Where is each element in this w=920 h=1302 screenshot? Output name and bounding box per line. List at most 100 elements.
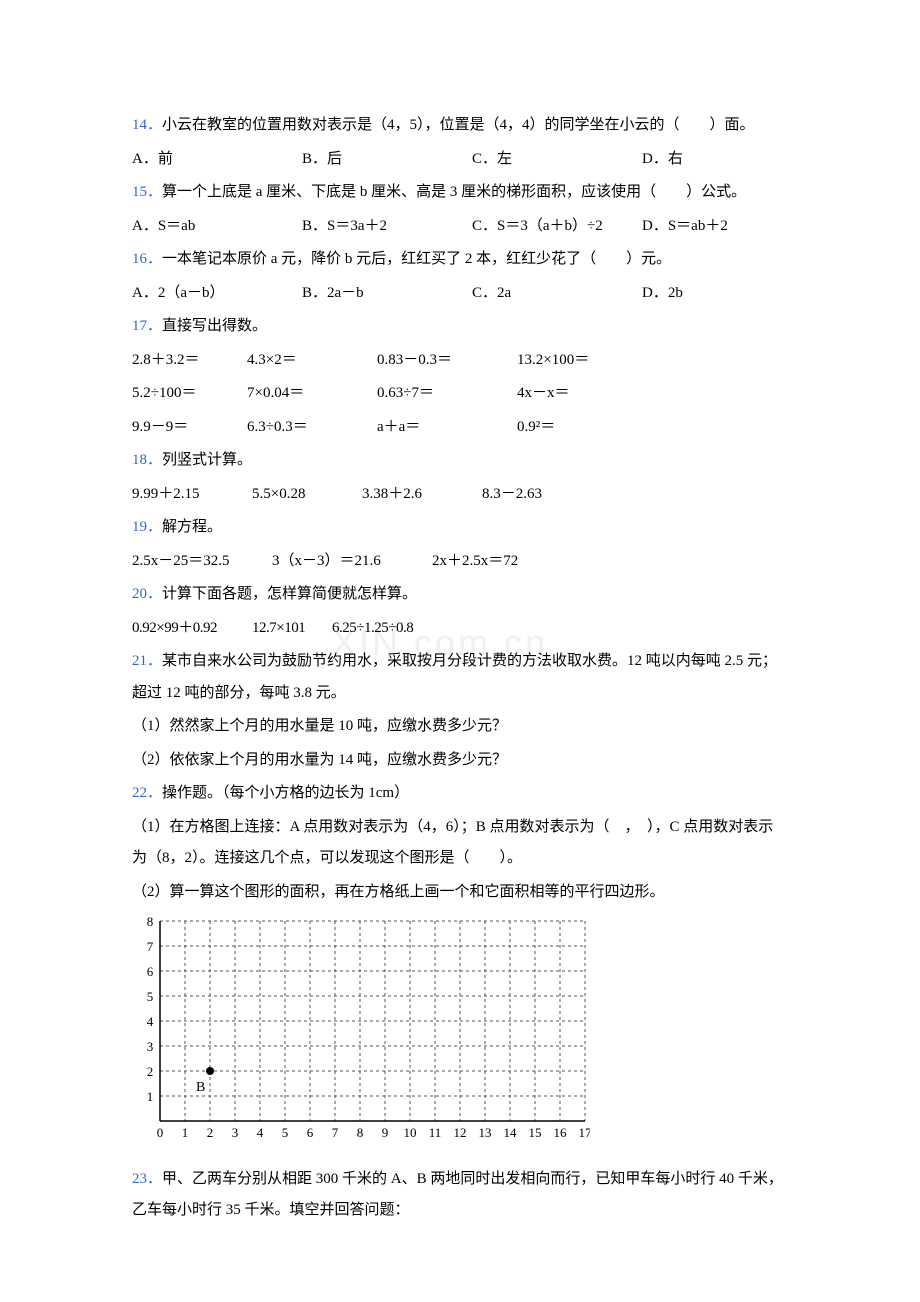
svg-text:7: 7 — [147, 939, 154, 954]
question-22: 22．操作题。（每个小方格的边长为 1cm） — [132, 778, 788, 810]
question-19: 19．解方程。 — [132, 512, 788, 544]
svg-text:6: 6 — [307, 1125, 314, 1140]
q15-opt-b: B．S＝3a＋2 — [302, 211, 472, 243]
calc-item: 2x＋2.5x＝72 — [432, 546, 582, 578]
svg-text:14: 14 — [504, 1125, 518, 1140]
q20-calc-row: 0.92×99＋0.9212.7×1016.25÷1.25÷0.8 — [132, 613, 788, 645]
q14-number: 14． — [132, 117, 162, 133]
q19-text: 解方程。 — [162, 519, 222, 535]
q14-text: 小云在教室的位置用数对表示是（4，5），位置是（4，4）的同学坐在小云的（ ）面… — [162, 117, 755, 133]
q14-options: A．前 B．后 C．左 D．右 — [132, 144, 788, 176]
svg-text:13: 13 — [479, 1125, 492, 1140]
q21-number: 21． — [132, 653, 162, 669]
svg-text:16: 16 — [554, 1125, 568, 1140]
question-20: 20．计算下面各题，怎样算简便就怎样算。 — [132, 579, 788, 611]
svg-text:5: 5 — [147, 989, 154, 1004]
q15-text: 算一个上底是 a 厘米、下底是 b 厘米、高是 3 厘米的梯形面积，应该使用（ … — [162, 184, 746, 200]
q16-opt-d: D．2b — [642, 278, 683, 310]
grid-svg: 0123456789101112131415161712345678B — [132, 916, 590, 1143]
question-17: 17．直接写出得数。 — [132, 311, 788, 343]
svg-text:4: 4 — [257, 1125, 264, 1140]
calc-item: 8.3－2.63 — [482, 479, 592, 511]
q22-text: 操作题。（每个小方格的边长为 1cm） — [162, 785, 409, 801]
q17-number: 17． — [132, 318, 162, 334]
svg-text:15: 15 — [529, 1125, 542, 1140]
question-23: 23．甲、乙两车分别从相距 300 千米的 A、B 两地同时出发相向而行，已知甲… — [132, 1164, 788, 1227]
calc-item: a＋a＝ — [377, 412, 517, 444]
q19-calc-row: 2.5x－25＝32.53（x－3）＝21.62x＋2.5x＝72 — [132, 546, 788, 578]
calc-item: 9.99＋2.15 — [132, 479, 252, 511]
calc-item: 6.3÷0.3＝ — [247, 412, 377, 444]
svg-text:12: 12 — [454, 1125, 467, 1140]
question-15: 15．算一个上底是 a 厘米、下底是 b 厘米、高是 3 厘米的梯形面积，应该使… — [132, 177, 788, 209]
q22-sub1: （1）在方格图上连接：A 点用数对表示为（4，6）；B 点用数对表示为（ ， ）… — [132, 812, 788, 875]
svg-text:17: 17 — [579, 1125, 591, 1140]
q21-text: 某市自来水公司为鼓励节约用水，采取按月分段计费的方法收取水费。12 吨以内每吨 … — [132, 653, 777, 701]
svg-text:6: 6 — [147, 964, 154, 979]
q16-options: A．2（a－b） B．2a－b C．2a D．2b — [132, 278, 788, 310]
svg-text:7: 7 — [332, 1125, 339, 1140]
q19-number: 19． — [132, 519, 162, 535]
q17-calc-rows: 2.8＋3.2＝4.3×2＝0.83－0.3＝13.2×100＝5.2÷100＝… — [132, 345, 788, 444]
q16-number: 16． — [132, 251, 162, 267]
q14-opt-a: A．前 — [132, 144, 302, 176]
calc-item: 3.38＋2.6 — [362, 479, 482, 511]
q22-sub2: （2）算一算这个图形的面积，再在方格纸上画一个和它面积相等的平行四边形。 — [132, 877, 788, 909]
q21-sub1: （1）然然家上个月的用水量是 10 吨，应缴水费多少元？ — [132, 711, 788, 743]
svg-text:3: 3 — [147, 1039, 154, 1054]
calc-item: 0.92×99＋0.92 — [132, 613, 252, 645]
q18-calc-row: 9.99＋2.155.5×0.283.38＋2.68.3－2.63 — [132, 479, 788, 511]
calc-item: 4x－x＝ — [517, 378, 657, 410]
q16-opt-b: B．2a－b — [302, 278, 472, 310]
calc-item: 2.8＋3.2＝ — [132, 345, 247, 377]
calc-item: 0.63÷7＝ — [377, 378, 517, 410]
q22-grid: 0123456789101112131415161712345678B — [132, 916, 788, 1156]
svg-text:0: 0 — [157, 1125, 164, 1140]
svg-text:2: 2 — [207, 1125, 214, 1140]
svg-text:2: 2 — [147, 1064, 154, 1079]
q15-opt-d: D．S＝ab＋2 — [642, 211, 728, 243]
calc-item: 0.9²＝ — [517, 412, 657, 444]
calc-item: 9.9－9＝ — [132, 412, 247, 444]
svg-text:B: B — [196, 1080, 205, 1095]
svg-text:3: 3 — [232, 1125, 239, 1140]
q16-opt-a: A．2（a－b） — [132, 278, 302, 310]
q18-number: 18． — [132, 452, 162, 468]
calc-item: 13.2×100＝ — [517, 345, 657, 377]
q16-text: 一本笔记本原价 a 元，降价 b 元后，红红买了 2 本，红红少花了（ ）元。 — [162, 251, 671, 267]
calc-item: 2.5x－25＝32.5 — [132, 546, 272, 578]
question-14: 14．小云在教室的位置用数对表示是（4，5），位置是（4，4）的同学坐在小云的（… — [132, 110, 788, 142]
q17-text: 直接写出得数。 — [162, 318, 267, 334]
question-16: 16．一本笔记本原价 a 元，降价 b 元后，红红买了 2 本，红红少花了（ ）… — [132, 244, 788, 276]
q15-opt-c: C．S＝3（a＋b）÷2 — [472, 211, 642, 243]
q14-opt-d: D．右 — [642, 144, 683, 176]
svg-text:10: 10 — [404, 1125, 417, 1140]
svg-text:4: 4 — [147, 1014, 154, 1029]
q23-number: 23． — [132, 1171, 162, 1187]
q18-text: 列竖式计算。 — [162, 452, 252, 468]
calc-item: 0.83－0.3＝ — [377, 345, 517, 377]
calc-row: 5.2÷100＝7×0.04＝0.63÷7＝4x－x＝ — [132, 378, 788, 410]
calc-row: 9.9－9＝6.3÷0.3＝a＋a＝0.9²＝ — [132, 412, 788, 444]
calc-item: 12.7×101 — [252, 613, 332, 645]
calc-item: 5.2÷100＝ — [132, 378, 247, 410]
q14-opt-c: C．左 — [472, 144, 642, 176]
q15-number: 15． — [132, 184, 162, 200]
calc-item: 3（x－3）＝21.6 — [272, 546, 432, 578]
q16-opt-c: C．2a — [472, 278, 642, 310]
q15-opt-a: A．S＝ab — [132, 211, 302, 243]
calc-item: 5.5×0.28 — [252, 479, 362, 511]
q20-number: 20． — [132, 586, 162, 602]
q14-opt-b: B．后 — [302, 144, 472, 176]
calc-item: 7×0.04＝ — [247, 378, 377, 410]
calc-item: 6.25÷1.25÷0.8 — [332, 613, 452, 645]
question-21: 21．某市自来水公司为鼓励节约用水，采取按月分段计费的方法收取水费。12 吨以内… — [132, 646, 788, 709]
svg-text:1: 1 — [182, 1125, 189, 1140]
svg-text:1: 1 — [147, 1089, 154, 1104]
q20-text: 计算下面各题，怎样算简便就怎样算。 — [162, 586, 417, 602]
question-18: 18．列竖式计算。 — [132, 445, 788, 477]
svg-text:8: 8 — [357, 1125, 364, 1140]
svg-text:8: 8 — [147, 916, 154, 929]
q21-sub2: （2）依依家上个月的用水量为 14 吨，应缴水费多少元？ — [132, 745, 788, 777]
svg-text:11: 11 — [429, 1125, 442, 1140]
